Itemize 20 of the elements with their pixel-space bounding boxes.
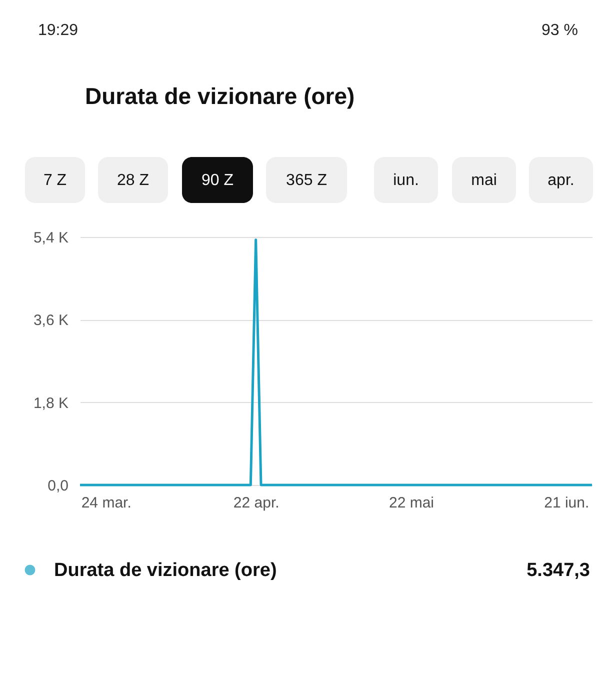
chart-title: Durata de vizionare (ore) [85,83,355,109]
x-tick-label: 22 mai [388,494,434,512]
x-tick-label: 22 apr. [233,494,280,512]
x-tick-label: 24 mar. [81,494,132,512]
y-tick-label: 1,8 K [33,394,68,412]
legend-label: Durata de vizionare (ore) [54,560,277,581]
text: mai [471,172,497,189]
text: 365 Z [286,172,328,189]
text: 28 Z [116,172,150,189]
text: 7 Z [43,172,67,189]
text: 5.347,3 [526,560,590,581]
text: 90 Z [201,172,234,189]
text: iun. [393,172,419,189]
text: 93 % [542,22,578,39]
y-tick-label: 0,0 [48,478,68,494]
text: apr. [548,172,574,189]
x-tick-label: 21 iun. [544,494,590,512]
y-tick-label: 5,4 K [33,230,68,246]
y-tick-label: 3,6 K [33,312,68,330]
text: 19:29 [38,22,78,39]
